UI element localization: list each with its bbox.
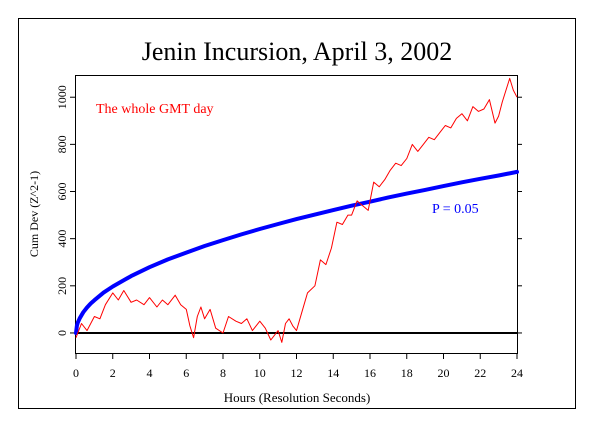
series-line-cumulative-deviation [75, 77, 518, 343]
series-line-significance-envelope [74, 169, 519, 335]
chart-title: Jenin Incursion, April 3, 2002 [142, 37, 453, 66]
y-tick-label: 400 [55, 230, 69, 248]
x-tick-label: 20 [438, 366, 450, 380]
y-tick-label: 0 [55, 330, 69, 336]
y-tick-label: 1000 [55, 85, 69, 109]
x-tick-label: 4 [147, 366, 153, 380]
x-tick-label: 18 [401, 366, 413, 380]
x-axis-label: Hours (Resolution Seconds) [224, 390, 371, 405]
x-tick-label: 10 [254, 366, 266, 380]
x-tick-label: 22 [474, 366, 486, 380]
x-tick-label: 12 [291, 366, 303, 380]
x-tick-label: 6 [183, 366, 189, 380]
x-tick-label: 14 [327, 366, 339, 380]
y-tick-label: 600 [55, 183, 69, 201]
x-tick-label: 16 [364, 366, 376, 380]
y-tick-label: 200 [55, 277, 69, 295]
annotation-p-value: P = 0.05 [432, 202, 479, 217]
x-tick-label: 0 [73, 366, 79, 380]
x-tick-label: 8 [220, 366, 226, 380]
y-tick-label: 800 [55, 135, 69, 153]
annotation-whole-day: The whole GMT day [96, 102, 214, 117]
series-layer [74, 77, 519, 343]
x-tick-label: 24 [511, 366, 523, 380]
outer-frame [18, 18, 576, 409]
y-axis-label: Cum Dev (Z^2-1) [27, 171, 41, 257]
x-tick-label: 2 [110, 366, 116, 380]
